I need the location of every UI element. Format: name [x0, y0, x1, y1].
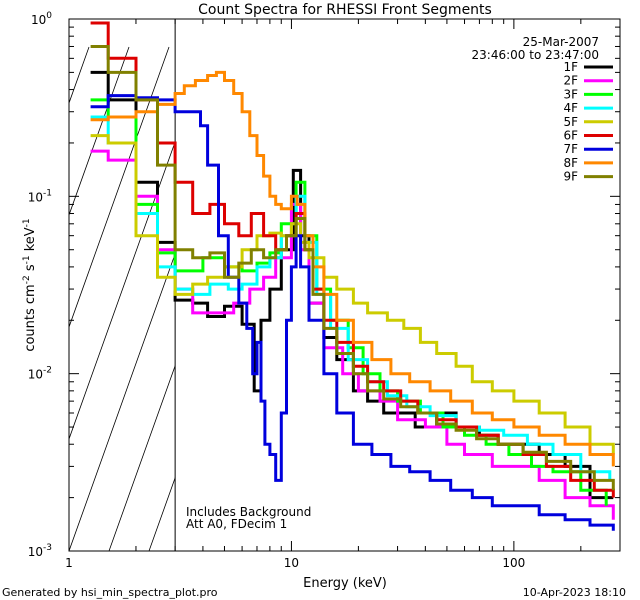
- x-tick-label: 100: [502, 556, 525, 570]
- y-tick-base: 10: [28, 545, 43, 559]
- y-label-part: s: [23, 264, 38, 275]
- y-tick-exponent: 0: [46, 11, 52, 21]
- hatch-line: [69, 46, 130, 217]
- series-9F: [90, 45, 615, 491]
- legend-label: 4F: [563, 101, 578, 115]
- legend-label: 1F: [563, 60, 578, 74]
- y-tick-label: 10-1: [28, 188, 52, 204]
- y-label-part: counts cm: [23, 284, 38, 351]
- hatched-region: [0, 46, 640, 551]
- hatch-line: [69, 140, 176, 441]
- hatch-line: [69, 46, 90, 105]
- series-8F: [90, 70, 615, 467]
- y-label-part: keV: [23, 227, 38, 255]
- legend-label: 8F: [563, 156, 578, 170]
- y-tick-label: 100: [31, 11, 52, 27]
- legend-label: 9F: [563, 170, 578, 184]
- hatch-line: [349, 47, 529, 551]
- hatch-line: [69, 46, 170, 329]
- y-tick-label: 10-2: [28, 366, 52, 382]
- legend-label: 5F: [563, 115, 578, 129]
- series-group: [90, 21, 615, 531]
- annotation-background: Includes Background: [186, 505, 311, 519]
- footer-timestamp: 10-Apr-2023 18:10: [523, 586, 626, 599]
- y-label-exponent: -2: [22, 275, 32, 284]
- series-7F: [90, 94, 615, 531]
- x-tick-label: 10: [284, 556, 299, 570]
- legend-label: 3F: [563, 87, 578, 101]
- generated-by: Generated by hsi_min_spectra_plot.pro: [2, 586, 218, 599]
- hatch-line: [389, 47, 569, 551]
- y-axis-label: counts cm-2 s-1 keV-1: [22, 218, 38, 351]
- y-tick-exponent: -3: [43, 543, 52, 553]
- observation-date: 25-Mar-2007: [523, 35, 599, 49]
- y-tick-base: 10: [31, 13, 46, 27]
- time-range: 23:46:00 to 23:47:00: [472, 48, 599, 62]
- y-tick-base: 10: [28, 190, 43, 204]
- plot-frame: [68, 18, 621, 552]
- legend-label: 7F: [563, 142, 578, 156]
- axis-ticks: [68, 18, 621, 552]
- y-label-exponent: -1: [22, 255, 32, 264]
- annotation-attenuator: Att A0, FDecim 1: [186, 517, 287, 531]
- hatch-line: [69, 252, 176, 551]
- hatch-line: [269, 47, 449, 551]
- y-tick-base: 10: [28, 368, 43, 382]
- hatch-line: [229, 47, 409, 551]
- x-axis-label: Energy (keV): [303, 576, 387, 591]
- chart-title: Count Spectra for RHESSI Front Segments: [198, 2, 492, 18]
- hatch-line: [0, 47, 9, 551]
- legend-label: 2F: [563, 74, 578, 88]
- y-tick-label: 10-3: [28, 543, 52, 559]
- y-label-exponent: -1: [22, 218, 32, 227]
- y-tick-exponent: -2: [43, 366, 52, 376]
- x-tick-label: 1: [65, 556, 73, 570]
- hatch-line: [469, 47, 640, 551]
- hatch-line: [189, 47, 369, 551]
- series-5F: [90, 134, 615, 455]
- hatch-line: [108, 364, 176, 551]
- y-tick-exponent: -1: [43, 188, 52, 198]
- legend-label: 6F: [563, 129, 578, 143]
